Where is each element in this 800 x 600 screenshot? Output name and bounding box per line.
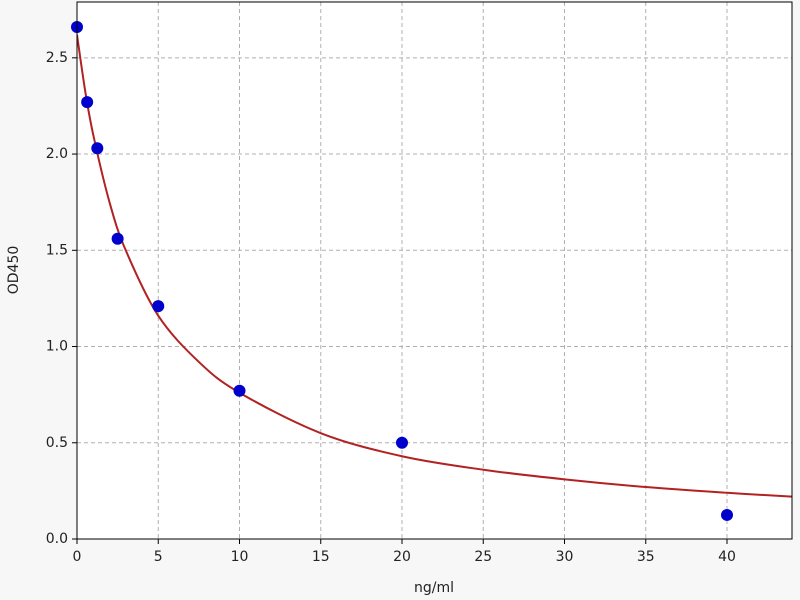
data-point — [396, 436, 408, 449]
y-tick-label: 1.5 — [46, 242, 68, 258]
y-tick-label: 0.0 — [46, 531, 68, 547]
x-tick-label: 35 — [637, 549, 655, 565]
data-point — [152, 300, 165, 313]
x-tick-label: 5 — [154, 549, 163, 565]
x-tick-label: 0 — [73, 549, 82, 565]
x-tick-label: 15 — [312, 549, 330, 565]
data-point — [233, 384, 246, 397]
y-tick-label: 2.0 — [46, 146, 68, 162]
fit-curve — [77, 34, 792, 498]
plot-area — [77, 2, 792, 539]
x-axis-label: ng/ml — [414, 580, 454, 596]
data-point — [111, 232, 124, 245]
plot-border — [76, 1, 793, 540]
y-axis-label: OD450 — [6, 246, 22, 295]
data-point — [91, 142, 104, 155]
x-tick-label: 40 — [718, 549, 736, 565]
x-tick-label: 20 — [393, 549, 411, 565]
data-point — [81, 96, 94, 109]
y-tick-label: 2.5 — [46, 50, 68, 66]
x-tick-label: 30 — [556, 549, 574, 565]
y-tick-label: 0.5 — [46, 435, 68, 451]
y-tick-label: 1.0 — [46, 339, 68, 355]
data-point — [721, 508, 733, 521]
x-tick-label: 25 — [474, 549, 492, 565]
x-tick-label: 10 — [231, 549, 249, 565]
